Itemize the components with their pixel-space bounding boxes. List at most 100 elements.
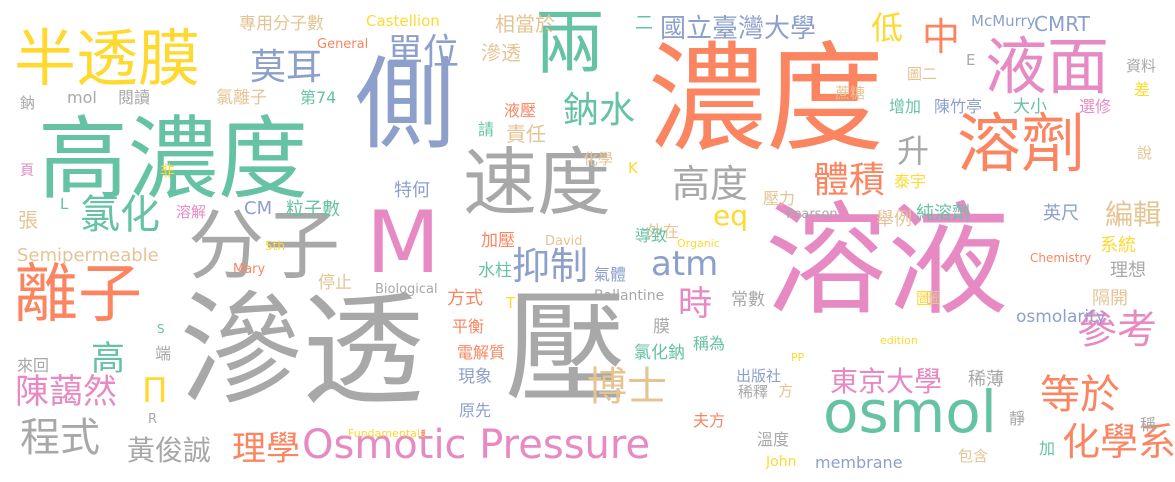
- cloud-word: 選修: [1079, 97, 1112, 116]
- cloud-word: 粒子數: [286, 199, 340, 220]
- cloud-word: 第74: [300, 88, 337, 107]
- cloud-word: 東京大學: [830, 365, 943, 398]
- cloud-word: General: [317, 37, 369, 52]
- cloud-word: 常數: [731, 290, 765, 310]
- cloud-word: 加壓: [481, 231, 515, 251]
- cloud-word: 閱讀: [118, 88, 151, 107]
- cloud-word: 陳藹然: [15, 372, 117, 412]
- cloud-word: 現象: [458, 367, 492, 387]
- cloud-word: 方式: [447, 288, 483, 309]
- cloud-word: 差: [1134, 80, 1151, 99]
- cloud-word: Fundamentals: [348, 427, 426, 440]
- cloud-word: 程式: [20, 415, 100, 461]
- cloud-word: 中: [922, 15, 961, 59]
- cloud-word: 高濃度: [38, 107, 308, 212]
- cloud-word: John: [766, 454, 797, 470]
- cloud-word: 圖: [916, 289, 933, 308]
- cloud-word: atm: [651, 244, 719, 284]
- cloud-word: 電解質: [457, 343, 506, 362]
- cloud-word: 升: [897, 132, 930, 170]
- cloud-word: 包含: [958, 447, 989, 465]
- cloud-word: 稀薄: [968, 369, 1004, 390]
- cloud-word: membrane: [815, 453, 903, 472]
- cloud-word: 稱: [1140, 415, 1157, 434]
- cloud-word: 博士: [587, 364, 667, 410]
- cloud-word: Pearson: [786, 207, 838, 222]
- cloud-word: 兩: [535, 2, 605, 84]
- cloud-word: S: [157, 322, 165, 336]
- cloud-word: 平衡: [452, 317, 485, 336]
- cloud-word: 液壓: [504, 101, 537, 120]
- cloud-word: 半透膜: [14, 22, 201, 95]
- cloud-word: 水柱: [478, 261, 512, 281]
- cloud-word: 蔗糖: [835, 84, 866, 102]
- cloud-word: 純溶劑: [916, 203, 970, 224]
- cloud-word: 等於: [1040, 372, 1120, 418]
- cloud-word: 加: [1039, 439, 1056, 458]
- cloud-word: CMRT: [1034, 12, 1090, 36]
- cloud-word: 英尺: [1043, 203, 1079, 224]
- cloud-word: 側: [355, 46, 455, 163]
- cloud-word: 陳竹亭: [934, 97, 983, 116]
- cloud-word: mol: [67, 88, 97, 107]
- cloud-word: David: [545, 234, 583, 249]
- cloud-word: 溶劑: [957, 108, 1085, 182]
- cloud-word: Osmotic Pressure: [302, 422, 651, 468]
- cloud-word: 氯化鈉: [634, 343, 685, 363]
- cloud-word: 方: [778, 382, 794, 400]
- cloud-word: 出版社: [736, 367, 782, 385]
- cloud-word: 專用分子數: [239, 14, 324, 34]
- cloud-word: 參考: [1077, 307, 1157, 353]
- cloud-word: Chemistry: [1030, 251, 1092, 265]
- cloud-word: Π: [142, 371, 168, 411]
- cloud-word: 溶液: [765, 190, 1009, 332]
- cloud-word: 單位: [387, 32, 460, 73]
- cloud-word: 來回: [17, 356, 50, 375]
- cloud-word: 濃度: [648, 30, 885, 168]
- cloud-word: 說: [1137, 144, 1153, 162]
- cloud-word: 外在: [647, 222, 680, 241]
- cloud-word: Organic: [677, 237, 720, 250]
- cloud-word: 氯離子: [216, 88, 267, 108]
- cloud-word: 速度: [463, 140, 611, 226]
- cloud-word: 靜: [1009, 409, 1026, 428]
- cloud-word: 隔開: [1092, 288, 1128, 309]
- cloud-word: 分子: [188, 201, 340, 290]
- cloud-word: 端: [155, 344, 172, 363]
- cloud-word: Biological: [375, 282, 438, 297]
- cloud-word: 溶解: [176, 203, 207, 221]
- cloud-word: T: [506, 294, 516, 312]
- cloud-word: Castellion: [366, 12, 440, 30]
- cloud-word: PP: [791, 351, 805, 364]
- cloud-word: 圖: [926, 289, 942, 307]
- cloud-word: 體積: [813, 160, 886, 201]
- cloud-word: 泰宇: [894, 172, 927, 191]
- cloud-word: 編輯: [1105, 198, 1162, 231]
- cloud-word: 停止: [318, 273, 352, 293]
- cloud-word: osmolarity: [1016, 307, 1106, 327]
- cloud-word: 國立臺灣大學: [660, 14, 817, 44]
- cloud-word: McMurry: [971, 12, 1036, 30]
- cloud-word: 稱為: [693, 334, 726, 353]
- cloud-word: 5th: [265, 239, 285, 253]
- cloud-word: 滲透: [180, 280, 424, 422]
- cloud-word: 化學: [583, 150, 614, 168]
- cloud-word: edition: [880, 334, 918, 347]
- cloud-word: M: [366, 193, 441, 293]
- cloud-word: 溫度: [757, 430, 790, 449]
- cloud-word: 黃俊誠: [127, 434, 212, 467]
- cloud-word: Mary: [233, 262, 266, 277]
- cloud-word: 時: [678, 284, 712, 324]
- cloud-word: K: [628, 159, 638, 177]
- cloud-word: 壓: [505, 278, 627, 420]
- cloud-word: 頁: [20, 163, 34, 179]
- cloud-word: R: [148, 412, 158, 427]
- cloud-word: 鈉水: [563, 90, 636, 131]
- cloud-word: Semipermeable: [17, 245, 159, 266]
- cloud-word: 化學系: [1062, 420, 1175, 464]
- cloud-word: Ballantine: [594, 288, 665, 304]
- cloud-word: 舉例: [876, 209, 912, 230]
- cloud-word: 導致: [635, 226, 668, 245]
- cloud-word: 理想: [1110, 260, 1146, 281]
